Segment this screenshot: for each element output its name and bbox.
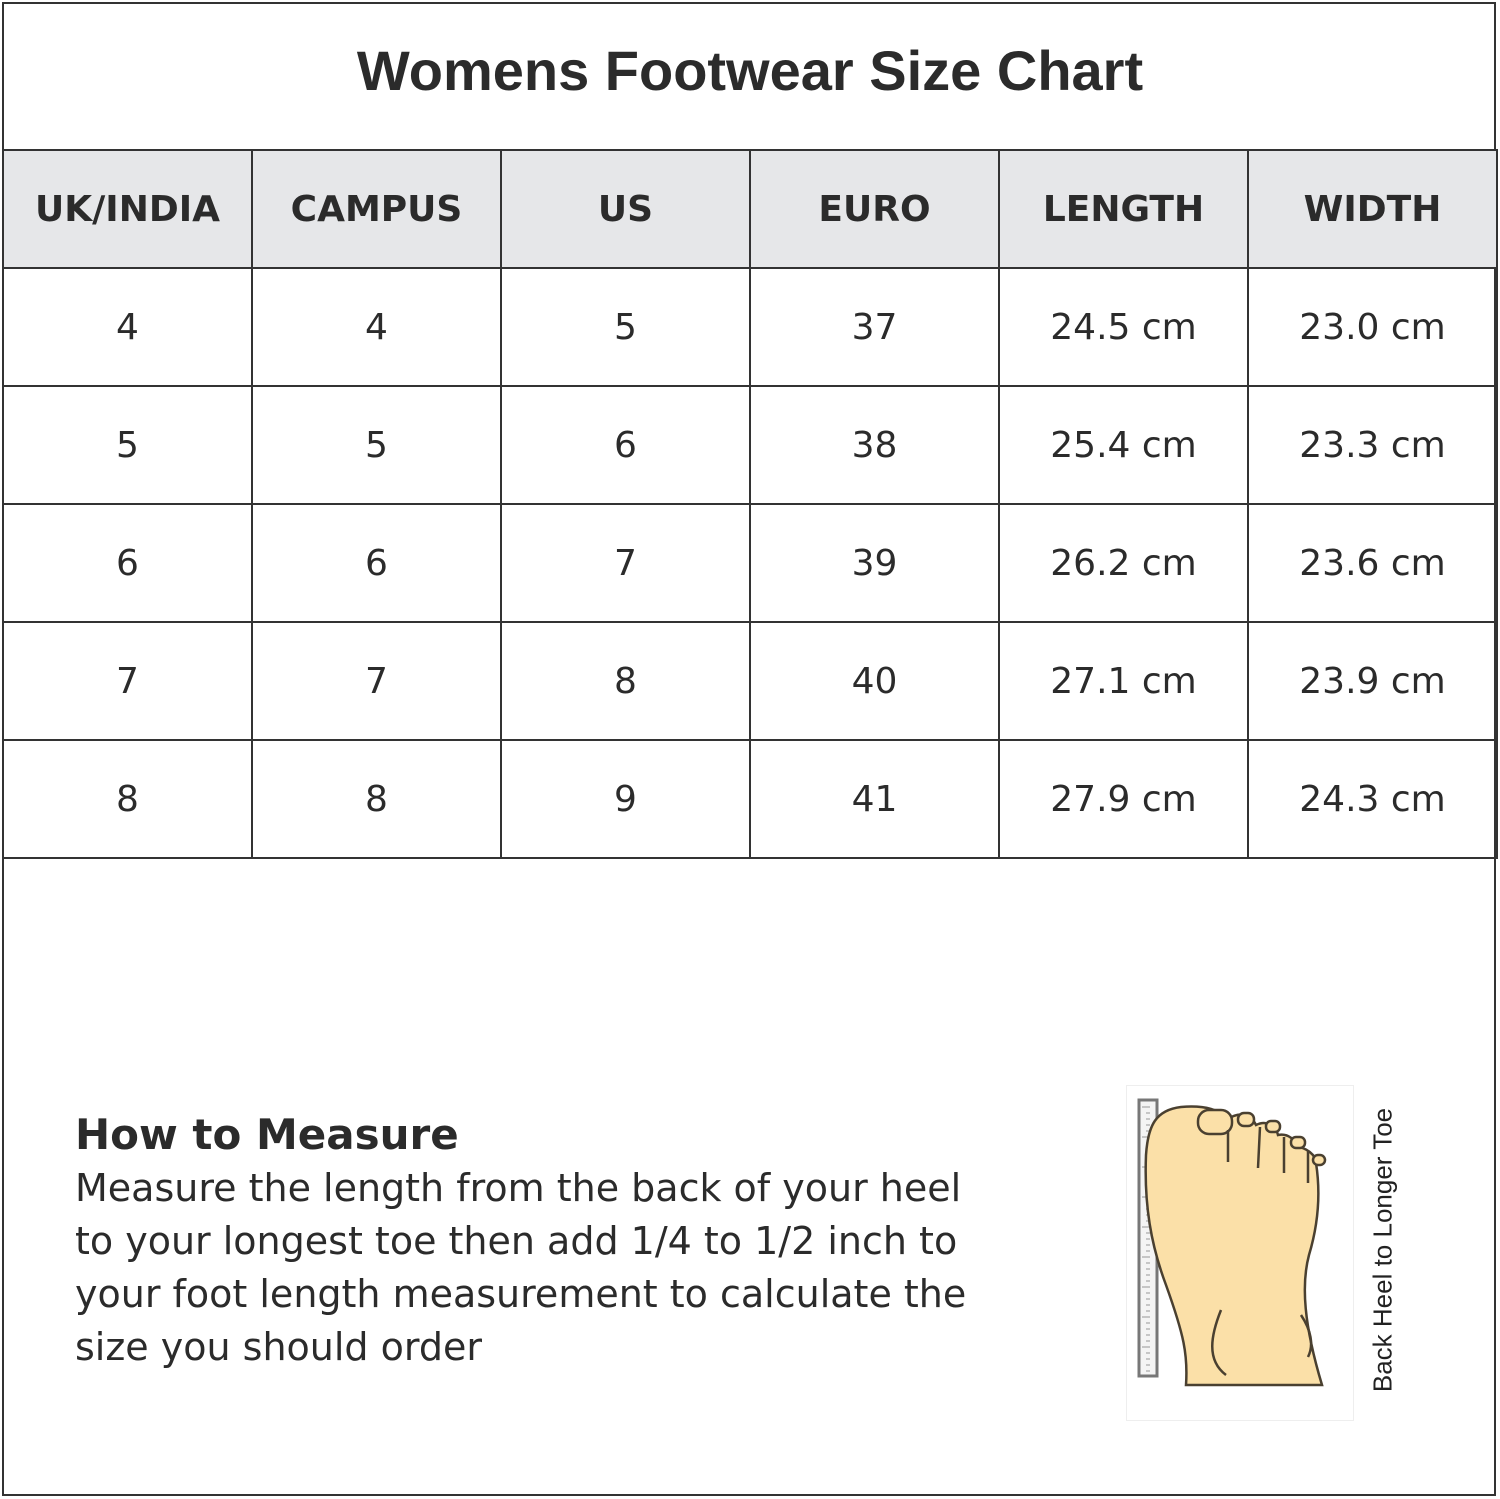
cell-length: 27.9 cm <box>998 739 1249 859</box>
table-header-row: UK/INDIA CAMPUS US EURO LENGTH WIDTH <box>2 149 1498 269</box>
foot-with-ruler-icon <box>1126 1085 1354 1421</box>
cell-euro: 40 <box>749 621 1000 741</box>
table-row: 5 5 6 38 25.4 cm 23.3 cm <box>2 385 1498 505</box>
header-uk-india: UK/INDIA <box>2 149 253 269</box>
cell-width: 24.3 cm <box>1247 739 1498 859</box>
table-row: 6 6 7 39 26.2 cm 23.6 cm <box>2 503 1498 623</box>
cell-uk-india: 6 <box>2 503 253 623</box>
cell-campus: 7 <box>251 621 502 741</box>
table-row: 7 7 8 40 27.1 cm 23.9 cm <box>2 621 1498 741</box>
header-length: LENGTH <box>998 149 1249 269</box>
cell-us: 9 <box>500 739 751 859</box>
cell-width: 23.3 cm <box>1247 385 1498 505</box>
foot-icon <box>1144 1105 1327 1387</box>
cell-uk-india: 4 <box>2 267 253 387</box>
cell-campus: 4 <box>251 267 502 387</box>
cell-us: 8 <box>500 621 751 741</box>
how-to-measure: How to Measure Measure the length from t… <box>75 1108 995 1374</box>
cell-us: 5 <box>500 267 751 387</box>
cell-length: 26.2 cm <box>998 503 1249 623</box>
page-title: Womens Footwear Size Chart <box>356 39 1144 102</box>
cell-campus: 8 <box>251 739 502 859</box>
header-euro: EURO <box>749 149 1000 269</box>
table-row: 4 4 5 37 24.5 cm 23.0 cm <box>2 267 1498 387</box>
cell-euro: 38 <box>749 385 1000 505</box>
foot-caption: Back Heel to Longer Toe <box>1367 1107 1398 1393</box>
table-row: 8 8 9 41 27.9 cm 24.3 cm <box>2 739 1498 859</box>
cell-width: 23.0 cm <box>1247 267 1498 387</box>
cell-us: 6 <box>500 385 751 505</box>
header-campus: CAMPUS <box>251 149 502 269</box>
cell-euro: 39 <box>749 503 1000 623</box>
header-us: US <box>500 149 751 269</box>
cell-width: 23.6 cm <box>1247 503 1498 623</box>
measure-text: Measure the length from the back of your… <box>75 1166 967 1369</box>
cell-length: 27.1 cm <box>998 621 1249 741</box>
cell-width: 23.9 cm <box>1247 621 1498 741</box>
cell-campus: 5 <box>251 385 502 505</box>
header-width: WIDTH <box>1247 149 1498 269</box>
cell-campus: 6 <box>251 503 502 623</box>
cell-uk-india: 8 <box>2 739 253 859</box>
cell-uk-india: 7 <box>2 621 253 741</box>
cell-euro: 41 <box>749 739 1000 859</box>
cell-uk-india: 5 <box>2 385 253 505</box>
cell-length: 24.5 cm <box>998 267 1249 387</box>
measure-heading: How to Measure <box>75 1110 459 1159</box>
cell-euro: 37 <box>749 267 1000 387</box>
cell-us: 7 <box>500 503 751 623</box>
cell-length: 25.4 cm <box>998 385 1249 505</box>
